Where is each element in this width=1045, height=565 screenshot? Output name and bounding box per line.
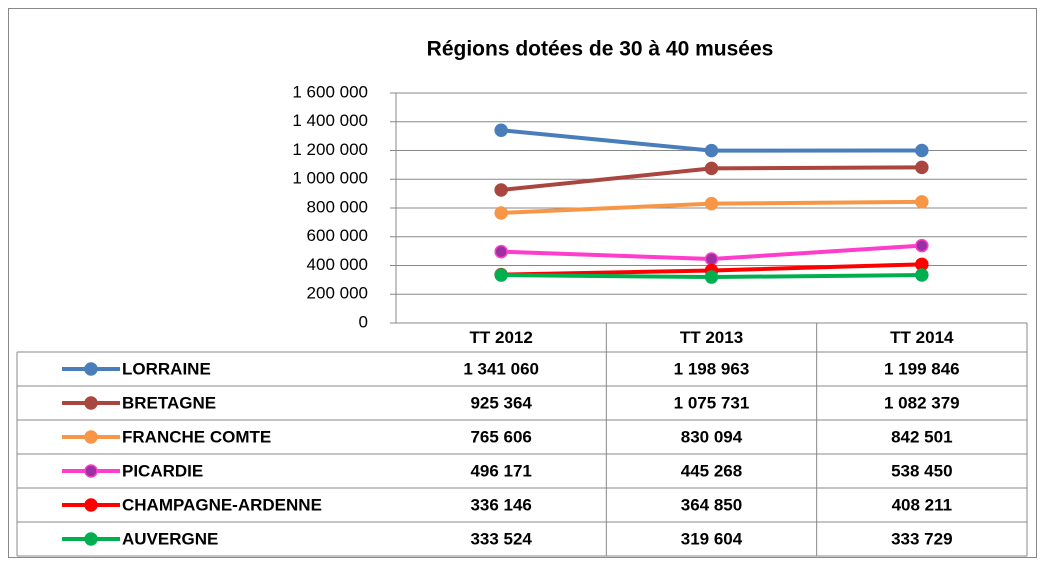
table-value: 842 501 (891, 427, 952, 446)
marker (494, 244, 508, 259)
marker (704, 196, 719, 211)
table-value: 765 606 (470, 427, 531, 446)
table-value: 319 604 (681, 529, 743, 548)
y-tick-label: 0 (359, 312, 368, 331)
table-value: 336 146 (470, 495, 531, 514)
y-tick-label: 1 200 000 (292, 140, 368, 159)
marker (494, 123, 508, 137)
y-tick-label: 1 400 000 (292, 111, 368, 130)
table-value: 1 341 060 (463, 359, 539, 378)
legend-label: AUVERGNE (122, 529, 218, 548)
marker (704, 161, 719, 176)
legend-marker (84, 498, 98, 512)
table-value: 830 094 (681, 427, 743, 446)
marker (494, 206, 508, 220)
marker (704, 143, 719, 158)
table-value: 333 524 (470, 529, 532, 548)
table-value: 1 198 963 (674, 359, 750, 378)
marker (915, 195, 929, 209)
marker (915, 160, 929, 175)
legend-marker (84, 362, 98, 376)
table-value: 496 171 (470, 461, 531, 480)
table-value: 408 211 (892, 495, 953, 514)
legend-label: FRANCHE COMTE (122, 427, 271, 446)
marker (915, 238, 929, 253)
x-tick-label: TT 2012 (470, 328, 533, 347)
marker (704, 252, 719, 266)
legend-label: LORRAINE (122, 359, 211, 378)
table-value: 333 729 (891, 529, 952, 548)
table-value: 925 364 (470, 393, 532, 412)
x-tick-label: TT 2014 (890, 328, 954, 347)
chart-border (8, 8, 1037, 558)
legend-marker (84, 532, 98, 546)
table-value: 445 268 (681, 461, 742, 480)
table-value: 1 199 846 (884, 359, 960, 378)
marker (494, 268, 508, 282)
y-tick-label: 800 000 (307, 197, 368, 216)
marker (915, 268, 929, 282)
marker (494, 183, 508, 197)
x-tick-label: TT 2013 (680, 328, 743, 347)
legend-marker (84, 464, 98, 478)
legend-label: CHAMPAGNE-ARDENNE (122, 495, 322, 514)
legend-marker (84, 430, 98, 444)
y-tick-label: 600 000 (307, 226, 368, 245)
legend-label: PICARDIE (122, 461, 203, 480)
y-tick-label: 1 000 000 (292, 169, 368, 188)
y-tick-label: 1 600 000 (292, 82, 368, 101)
marker (704, 270, 719, 284)
table-value: 1 082 379 (884, 393, 960, 412)
table-value: 538 450 (891, 461, 952, 480)
legend-marker (84, 396, 98, 410)
chart-title: Régions dotées de 30 à 40 musées (427, 38, 774, 61)
y-tick-label: 400 000 (307, 255, 368, 274)
table-value: 1 075 731 (674, 393, 750, 412)
legend-label: BRETAGNE (122, 393, 216, 412)
table-value: 364 850 (681, 495, 742, 514)
marker (915, 143, 929, 158)
y-tick-label: 200 000 (307, 284, 368, 303)
